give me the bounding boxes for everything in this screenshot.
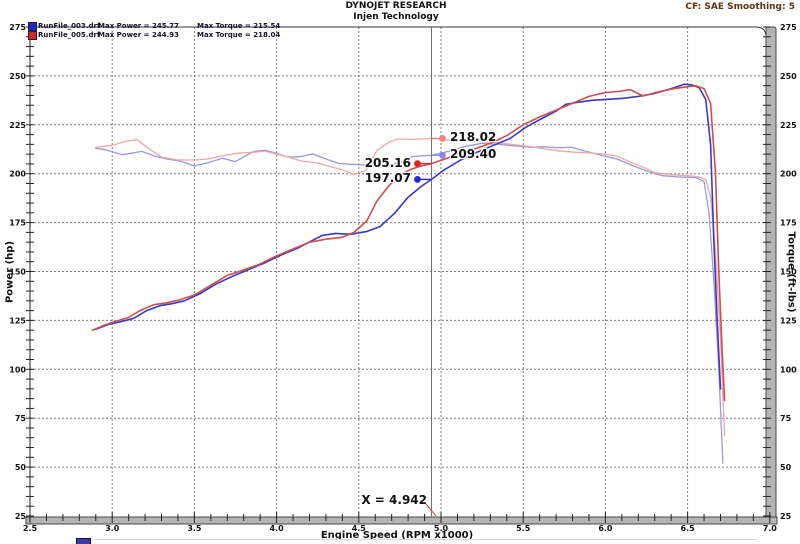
rpm-tick-label: 3.0 <box>105 524 120 533</box>
rpm-tick-label: 6.0 <box>598 524 613 533</box>
cursor-rpm-readout: X = 4.942 <box>361 493 427 507</box>
run005-color-swatch <box>28 31 37 40</box>
right-axis-title: Torque (ft-lbs) <box>785 231 797 313</box>
rpm-tick-label: 3.5 <box>187 524 202 533</box>
power-tick-label: 100 <box>9 365 26 374</box>
correction-smoothing-label: CF: SAE Smoothing: 5 <box>685 2 795 12</box>
power-callout-run003: 197.07 <box>364 171 411 186</box>
torque-tick-label: 100 <box>780 365 797 374</box>
next-legend-swatch-fragment <box>76 538 91 544</box>
power-tick-label: 75 <box>15 414 27 423</box>
legend-row-run005[interactable]: RunFile_005.drf Max Power = 244.93 Max T… <box>0 31 400 40</box>
run005-filename: RunFile_005.drf <box>38 31 100 39</box>
curve-runfile-005-power-hp <box>91 85 726 402</box>
torque-tick-label: 250 <box>780 72 797 81</box>
rpm-tick-label: 7.0 <box>763 524 778 533</box>
window-bottom-edge-fragment <box>95 539 757 540</box>
left-axis-title: Power (hp) <box>4 240 16 304</box>
callout-dot <box>439 135 446 142</box>
rpm-tick-label: 6.5 <box>681 524 696 533</box>
run005-max-power: Max Power = 244.93 <box>98 31 179 39</box>
facility-title: Injen Technology <box>353 12 439 22</box>
power-tick-label: 50 <box>15 463 27 472</box>
power-tick-label: 225 <box>9 121 26 130</box>
torque-tick-label: 75 <box>780 414 792 423</box>
rpm-tick-label: 4.5 <box>352 524 367 533</box>
torque-tick-label: 50 <box>780 463 792 472</box>
power-callout-run005: 205.16 <box>364 155 411 170</box>
bottom-axis-bar <box>25 516 778 525</box>
rpm-tick-label: 5.0 <box>434 524 449 533</box>
torque-tick-label: 150 <box>780 268 797 277</box>
power-tick-label: 125 <box>9 316 26 325</box>
torque-tick-label: 25 <box>780 512 792 521</box>
callout-dot <box>414 160 421 168</box>
rpm-tick-label: 5.5 <box>516 524 531 533</box>
callout-dot <box>439 151 446 159</box>
torque-tick-label: 175 <box>780 219 797 228</box>
cursor-label-pointer-line <box>425 503 437 517</box>
legend-row-run003[interactable]: RunFile_003.drf Max Power = 245.77 Max T… <box>0 22 400 31</box>
x-axis-title: Engine Speed (RPM x1000) <box>320 530 474 541</box>
curve-runfile-003-power-hp <box>95 83 722 390</box>
torque-tick-label: 275 <box>780 23 797 32</box>
power-tick-label: 275 <box>9 23 26 32</box>
torque-callout-run005: 218.02 <box>450 130 497 145</box>
run003-max-torque: Max Torque = 215.54 <box>197 22 281 30</box>
run005-max-torque: Max Torque = 218.04 <box>197 31 281 39</box>
power-tick-label: 250 <box>9 72 26 81</box>
rpm-tick-label: 2.5 <box>23 524 38 533</box>
power-tick-label: 175 <box>9 219 26 228</box>
curve-runfile-005-torque-ft-lbs <box>95 137 726 437</box>
run003-max-power: Max Power = 245.77 <box>98 22 179 30</box>
curve-runfile-003-torque-ft-lbs <box>95 142 724 464</box>
rpm-tick-label: 4.0 <box>270 524 285 533</box>
brand-title: DYNOJET RESEARCH <box>345 1 447 11</box>
power-tick-label: 150 <box>9 268 26 277</box>
right-axis-bar <box>765 26 777 525</box>
run003-color-swatch <box>28 22 37 31</box>
torque-tick-label: 200 <box>780 170 797 179</box>
torque-callout-run003: 209.40 <box>450 147 497 162</box>
power-tick-label: 200 <box>9 170 26 179</box>
power-tick-label: 25 <box>15 512 27 521</box>
run003-filename: RunFile_003.drf <box>38 22 100 30</box>
torque-tick-label: 225 <box>780 121 797 130</box>
torque-tick-label: 125 <box>780 316 797 325</box>
callout-dot <box>414 176 421 183</box>
